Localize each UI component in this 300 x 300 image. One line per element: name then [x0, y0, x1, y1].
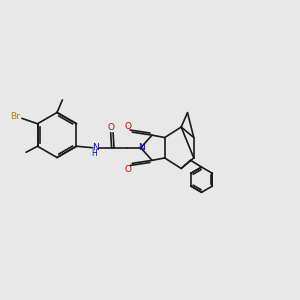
Text: H: H	[92, 148, 98, 158]
Text: N: N	[138, 143, 145, 152]
Text: O: O	[107, 123, 115, 132]
Text: Br: Br	[11, 112, 20, 122]
Text: N: N	[92, 143, 98, 152]
Text: O: O	[124, 165, 131, 174]
Text: O: O	[124, 122, 131, 130]
